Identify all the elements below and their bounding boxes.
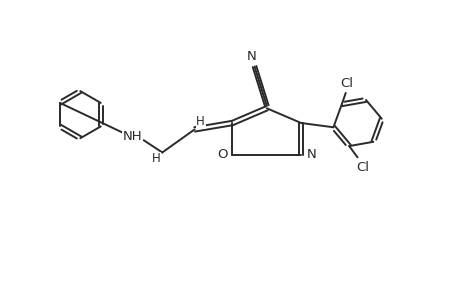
Text: Cl: Cl	[355, 161, 368, 174]
Text: H: H	[196, 115, 205, 128]
Text: N: N	[246, 50, 257, 63]
Text: N: N	[306, 148, 316, 161]
Text: O: O	[217, 148, 227, 161]
Text: Cl: Cl	[340, 76, 353, 90]
Text: H: H	[151, 152, 160, 165]
Text: NH: NH	[123, 130, 142, 143]
